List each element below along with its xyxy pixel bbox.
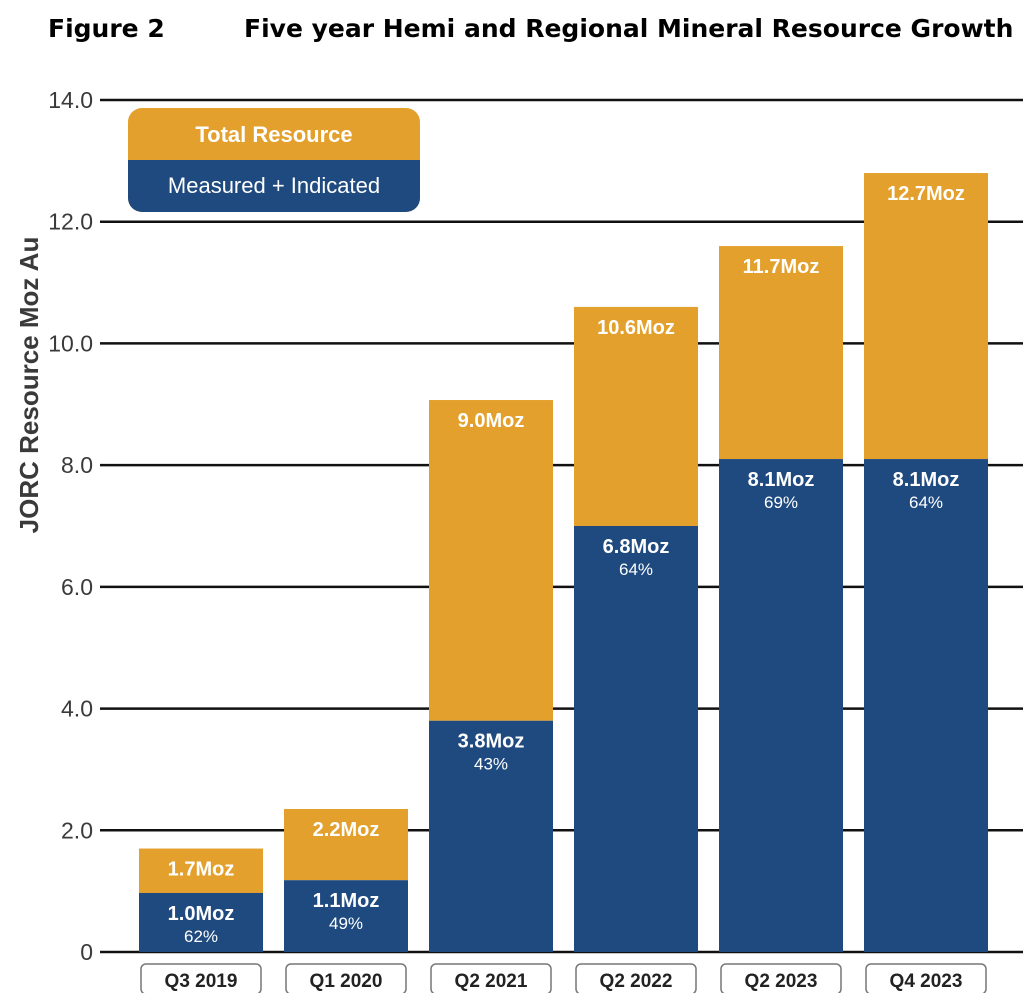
mi-percent-label: 69% xyxy=(764,493,798,512)
legend-total-resource: Total Resource xyxy=(195,122,352,147)
mi-percent-label: 49% xyxy=(329,914,363,933)
y-tick-label: 14.0 xyxy=(48,87,93,113)
y-tick-label: 4.0 xyxy=(61,696,93,722)
category-label: Q4 2023 xyxy=(890,971,963,992)
bar-measured-indicated xyxy=(284,880,408,952)
legend-measured-indicated: Measured + Indicated xyxy=(168,173,380,198)
bar-total-resource xyxy=(574,306,698,526)
category-label-box xyxy=(140,963,262,993)
y-axis-label: JORC Resource Moz Au xyxy=(14,237,44,534)
mi-percent-label: 64% xyxy=(619,560,653,579)
total-value-label: 11.7Moz xyxy=(743,256,820,278)
total-value-label: 1.7Moz xyxy=(168,859,235,881)
y-axis-ticks: 0 2.0 4.0 6.0 8.0 10.0 12.0 14.0 xyxy=(48,87,93,965)
bar-total-resource xyxy=(284,808,408,881)
category-label-box xyxy=(430,963,552,993)
bar-measured-indicated xyxy=(139,892,263,952)
y-tick-label: 0 xyxy=(80,939,93,965)
figure-number: Figure 2 xyxy=(48,14,165,43)
mi-value-label: 1.0Moz xyxy=(168,903,235,925)
y-tick-label: 10.0 xyxy=(48,330,93,356)
category-label: Q1 2020 xyxy=(310,971,383,992)
bar-total-resource xyxy=(429,400,553,721)
total-value-label: 10.6Moz xyxy=(597,317,675,339)
category-label-box xyxy=(575,963,697,993)
category-label: Q2 2023 xyxy=(745,971,818,992)
category-label-box xyxy=(865,963,987,993)
category-label-box xyxy=(720,963,842,993)
bar-total-resource xyxy=(719,246,843,460)
mi-percent-label: 43% xyxy=(474,755,508,774)
y-tick-label: 12.0 xyxy=(48,209,93,235)
bar-measured-indicated xyxy=(574,526,698,952)
y-tick-label: 2.0 xyxy=(61,817,93,843)
category-label: Q3 2019 xyxy=(165,971,238,992)
bar-total-resource xyxy=(139,848,263,893)
mi-value-label: 3.8Moz xyxy=(458,731,525,753)
mi-value-label: 8.1Moz xyxy=(893,469,960,491)
figure-header: Figure 2 Five year Hemi and Regional Min… xyxy=(48,14,1013,54)
bar-measured-indicated xyxy=(719,459,843,952)
bar-measured-indicated xyxy=(864,459,988,952)
category-labels: Q3 2019 Q1 2020 Q2 2021 Q2 2022 Q2 2023 Q4 20… xyxy=(140,963,987,993)
bar-total-resource xyxy=(864,173,988,460)
bar-measured-indicated xyxy=(429,720,553,952)
legend: Total Resource Measured + Indicated xyxy=(128,108,420,212)
category-label: Q2 2021 xyxy=(455,971,528,992)
bars: 1.7Moz 1.0Moz 62% 2.2Moz 1.1Moz 49% 9.0Moz 3.8M… xyxy=(139,173,988,952)
category-label: Q2 2022 xyxy=(600,971,673,992)
mi-value-label: 1.1Moz xyxy=(313,890,380,912)
mi-value-label: 8.1Moz xyxy=(748,469,815,491)
total-value-label: 12.7Moz xyxy=(887,183,965,205)
mi-percent-label: 64% xyxy=(909,493,943,512)
figure-title: Five year Hemi and Regional Mineral Reso… xyxy=(244,14,1014,43)
category-label-box xyxy=(285,963,407,993)
total-value-label: 9.0Moz xyxy=(458,410,525,432)
mi-percent-label: 62% xyxy=(184,927,218,946)
y-tick-label: 8.0 xyxy=(61,452,93,478)
total-value-label: 2.2Moz xyxy=(313,819,380,841)
legend-mi-swatch xyxy=(128,160,420,212)
y-tick-label: 6.0 xyxy=(61,574,93,600)
mi-value-label: 6.8Moz xyxy=(603,536,670,558)
